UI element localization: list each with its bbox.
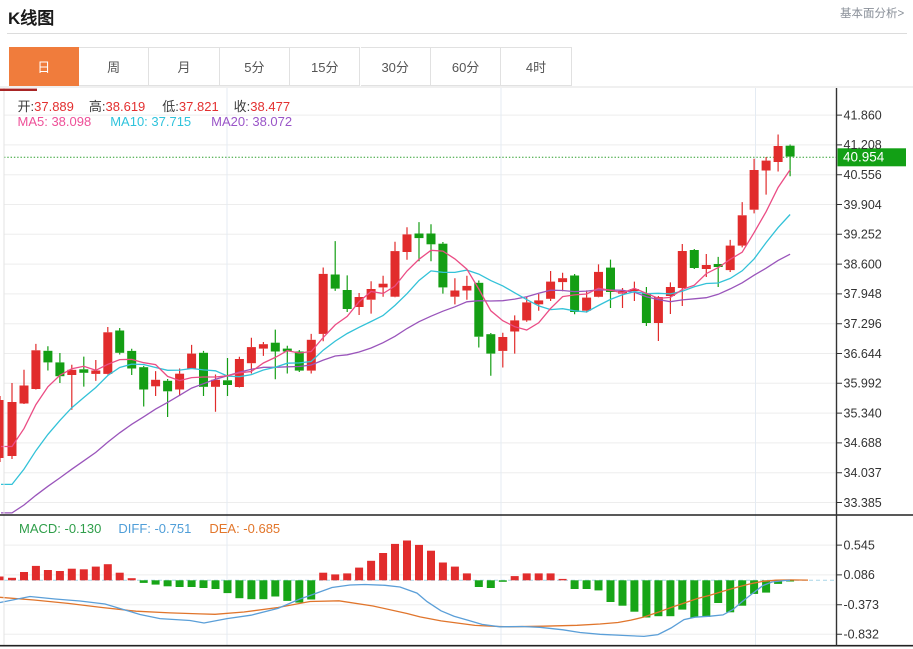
svg-text:34.037: 34.037 xyxy=(844,466,882,480)
svg-text:0.086: 0.086 xyxy=(844,568,875,582)
svg-text:-0.832: -0.832 xyxy=(844,628,879,642)
svg-text:38.600: 38.600 xyxy=(844,257,882,271)
svg-text:-0.373: -0.373 xyxy=(844,598,879,612)
svg-text:39.904: 39.904 xyxy=(844,198,882,212)
svg-text:40.556: 40.556 xyxy=(844,168,882,182)
svg-text:41.208: 41.208 xyxy=(844,138,882,152)
svg-text:34.688: 34.688 xyxy=(844,436,882,450)
svg-text:33.385: 33.385 xyxy=(844,496,882,510)
svg-text:35.340: 35.340 xyxy=(844,406,882,420)
svg-text:37.296: 37.296 xyxy=(844,317,882,331)
svg-text:36.644: 36.644 xyxy=(844,347,882,361)
svg-text:35.992: 35.992 xyxy=(844,377,882,391)
svg-text:0.545: 0.545 xyxy=(844,538,875,552)
svg-text:37.948: 37.948 xyxy=(844,287,882,301)
svg-text:41.860: 41.860 xyxy=(844,108,882,122)
svg-text:39.252: 39.252 xyxy=(844,228,882,242)
svg-text:40.954: 40.954 xyxy=(843,150,885,165)
